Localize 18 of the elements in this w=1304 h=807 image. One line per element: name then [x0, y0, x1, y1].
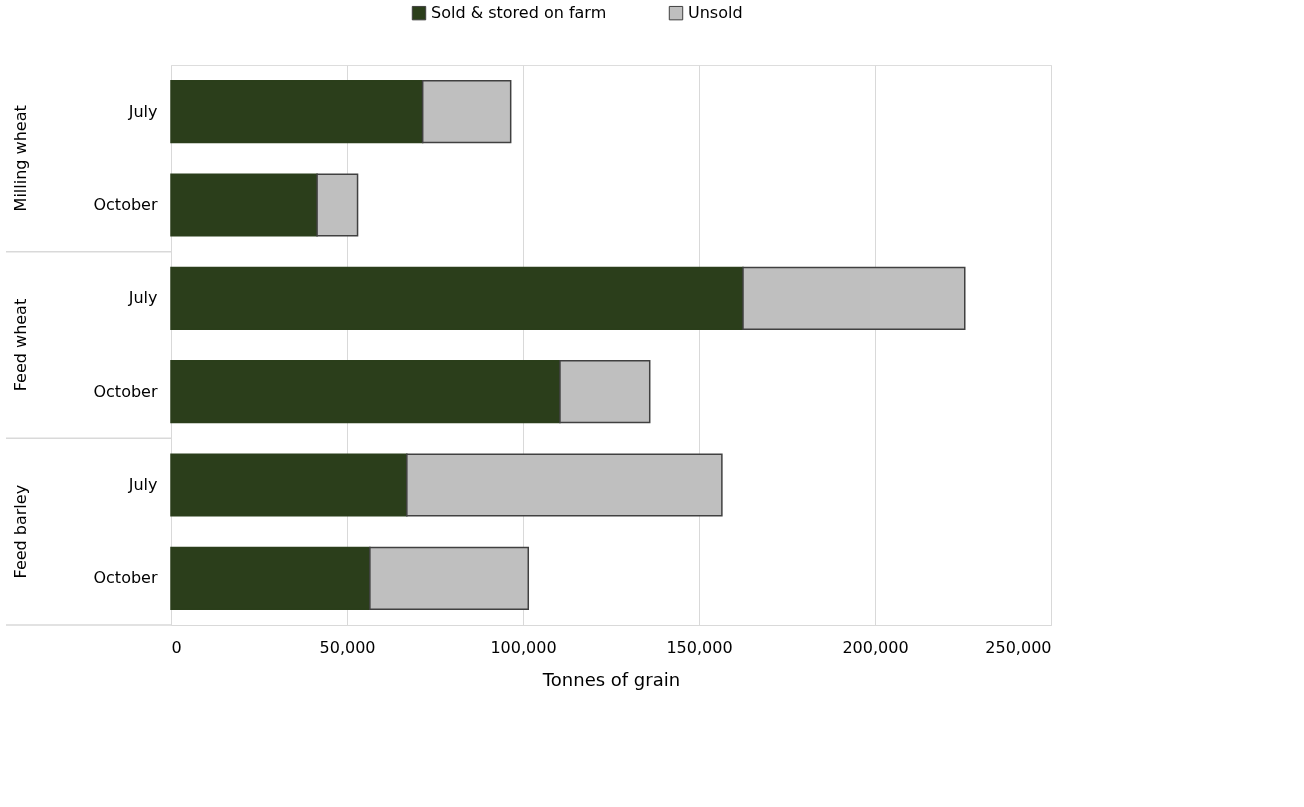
y-tick-label: July — [127, 288, 158, 308]
y-tick-label: July — [127, 101, 158, 121]
x-tick-label: 100,000 — [490, 637, 557, 657]
x-tick-label: 200,000 — [842, 637, 909, 657]
text: Milling wheat — [11, 105, 30, 212]
text: Feed barley — [11, 484, 30, 579]
text: Feed wheat — [11, 298, 30, 392]
legend-label: Unsold — [688, 3, 743, 23]
y-tick-label: October — [93, 195, 158, 214]
x-tick-label: 0 — [171, 637, 182, 657]
y-tick-label: October — [93, 381, 158, 401]
y-tick-label: July — [127, 475, 158, 494]
x-tick-label: 150,000 — [666, 637, 733, 657]
legend-label: Sold & stored on farm — [431, 3, 607, 23]
x-tick-label: 250,000 — [985, 637, 1052, 657]
x-axis-title: Tonnes of grain — [541, 668, 681, 690]
x-tick-label: 50,000 — [319, 637, 376, 657]
y-tick-label: October — [93, 568, 158, 588]
